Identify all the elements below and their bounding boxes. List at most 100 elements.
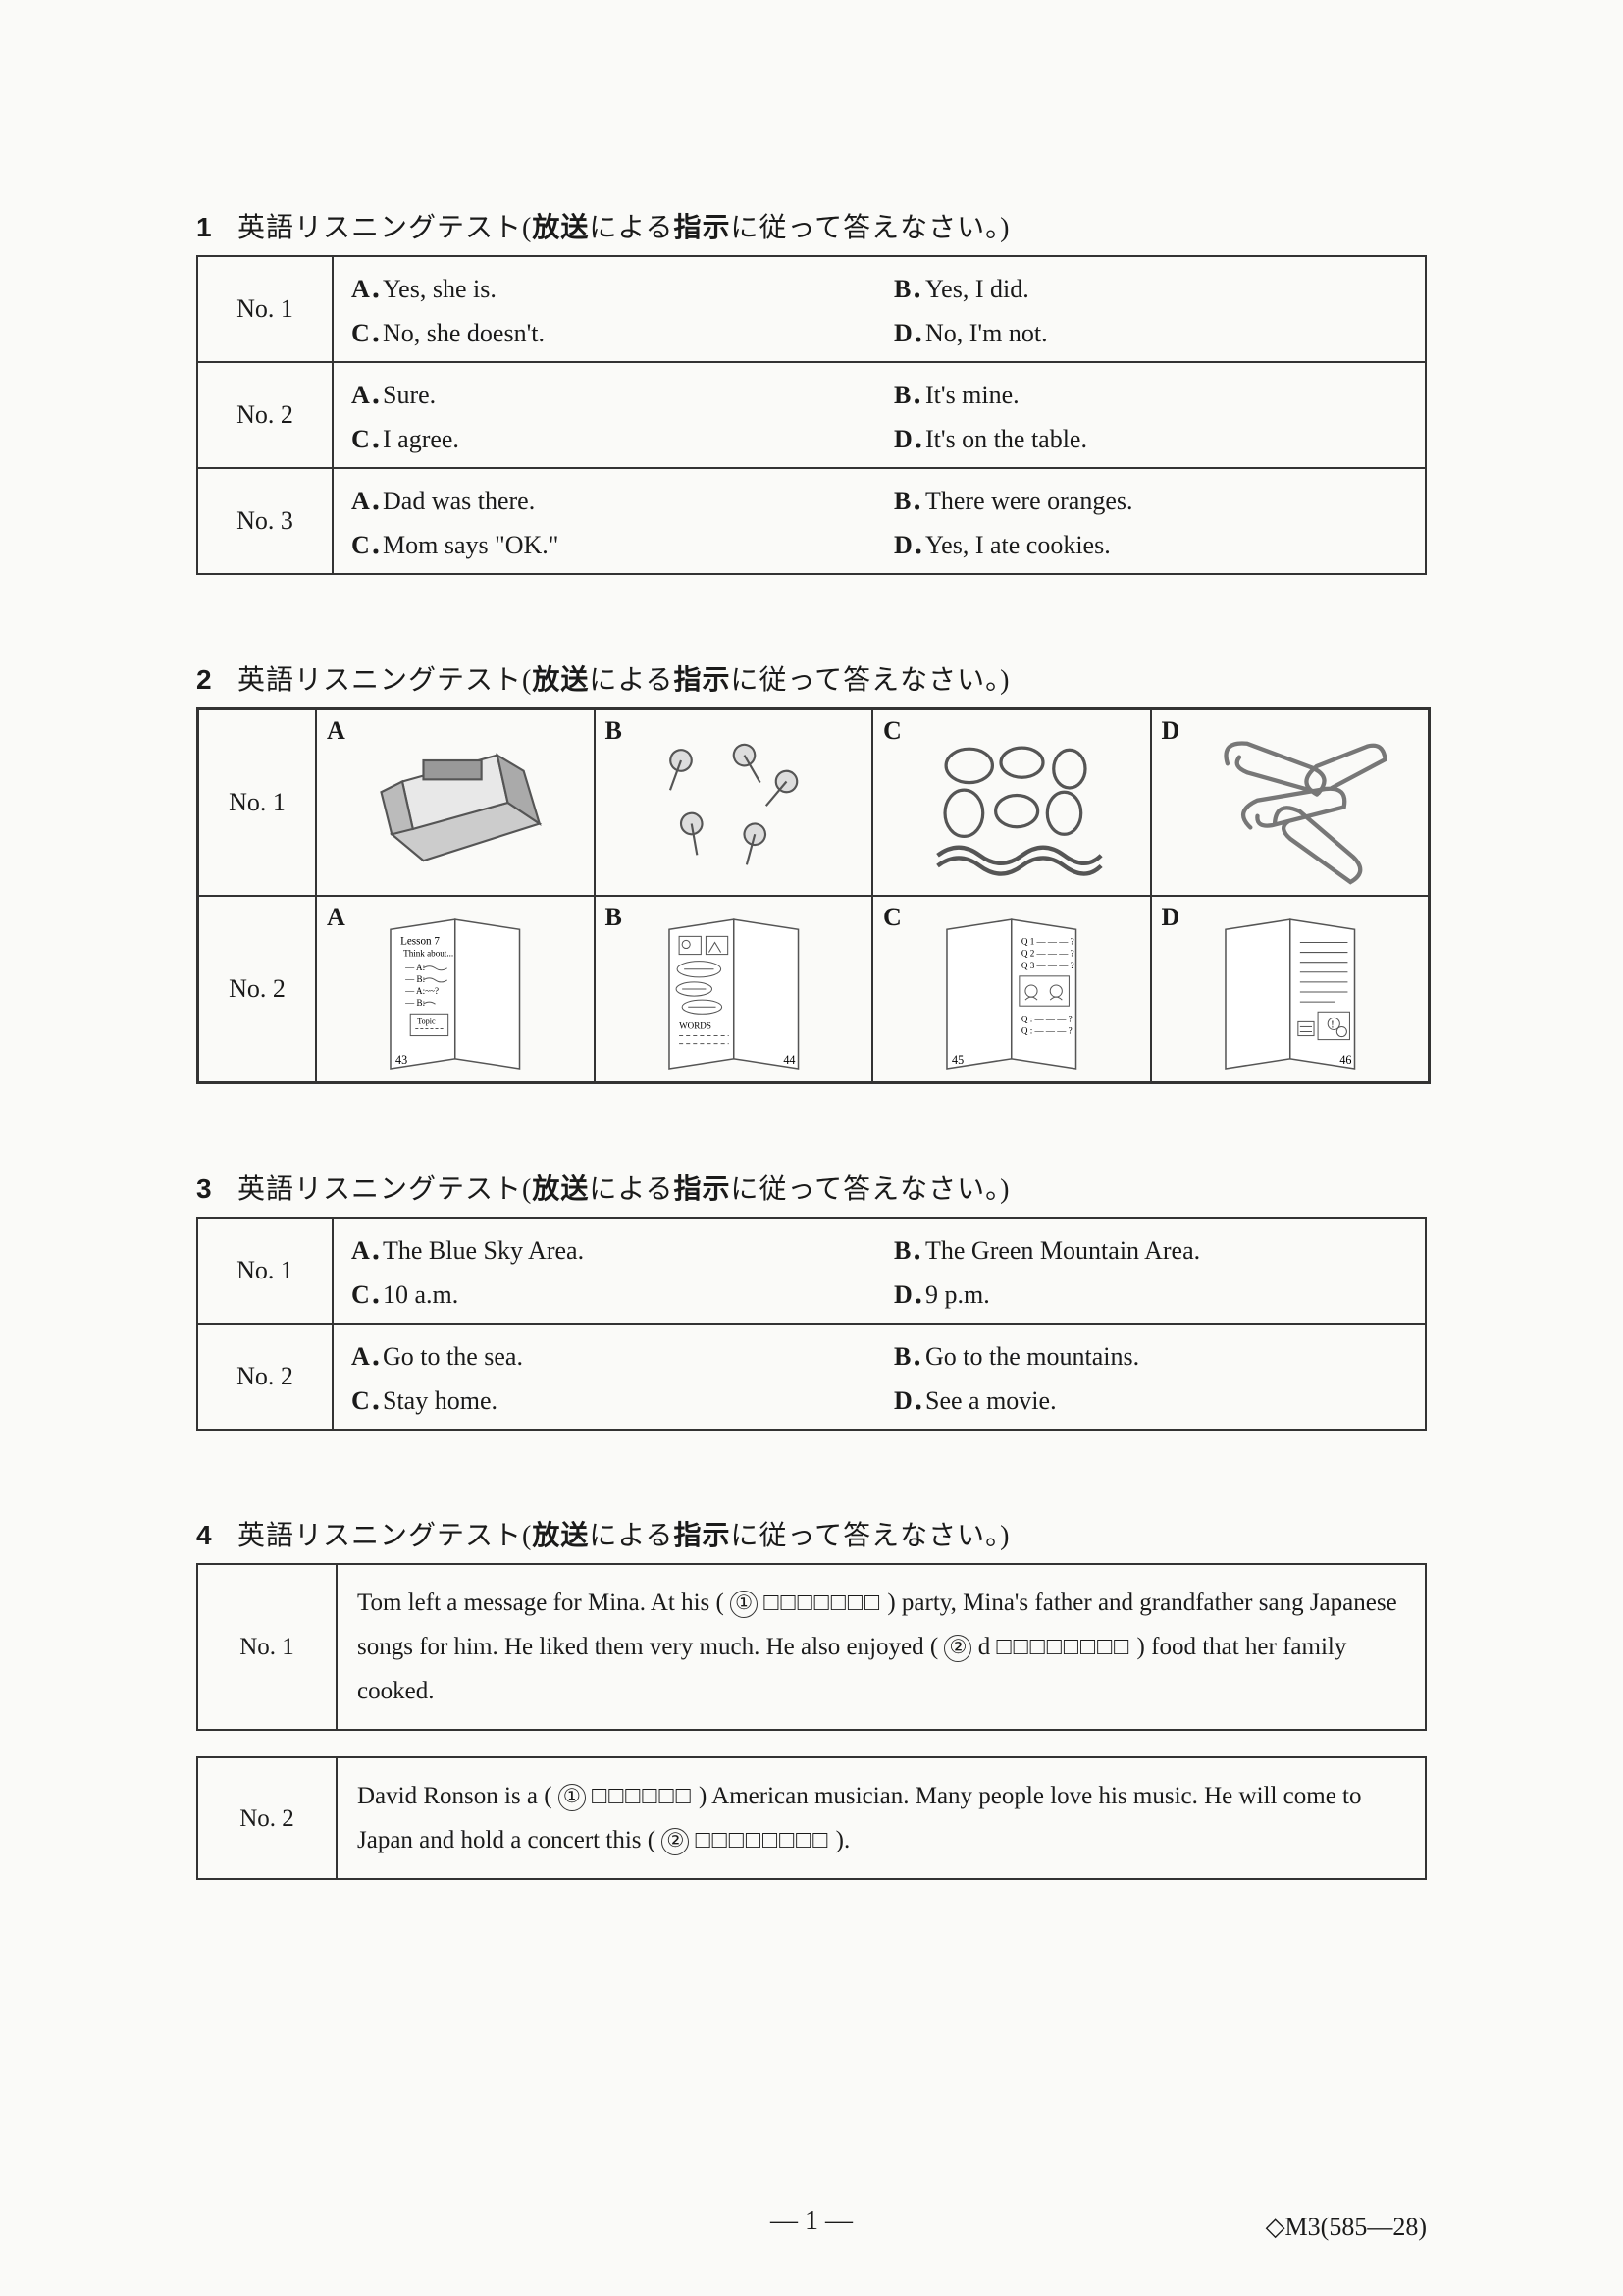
table-row: No. 2 A．Go to the sea. B．Go to the mount… [197,1324,1426,1430]
choice-d: D．See a movie. [894,1381,1407,1417]
blank-1: □□□□□□ [592,1782,693,1809]
svg-text:Lesson 7: Lesson 7 [400,935,440,947]
paperclips-icon [1160,718,1421,887]
choice-a: A．Go to the sea. [351,1336,864,1373]
svg-text:Q 1 — — — ?: Q 1 — — — ? [1021,936,1074,946]
textbook-b-icon: WORDS 44 [603,905,864,1073]
table-row: No. 3 A．Dad was there. B．There were oran… [197,468,1426,574]
answer-cell: A．Sure. B．It's mine. C．I agree. D．It's o… [333,362,1426,468]
choice-d: D．It's on the table. [894,419,1407,455]
section-2-title: 2 英語リスニングテスト(放送による指示に従って答えなさい。) [196,658,1427,698]
table-row: No. 2 David Ronson is a ( ① □□□□□□ ) Ame… [197,1757,1426,1879]
svg-text:— A:~~?: — A:~~? [404,986,439,996]
question-table-4: No. 1 Tom left a message for Mina. At hi… [196,1563,1427,1731]
choice-a: A．Yes, she is. [351,269,864,305]
question-table-3: No. 1 A．The Blue Sky Area. B．The Green M… [196,1217,1427,1431]
answer-cell: A．Yes, she is. B．Yes, I did. C．No, she d… [333,256,1426,362]
table-row: No. 1 A．The Blue Sky Area. B．The Green M… [197,1218,1426,1324]
table-row: No. 1 A．Yes, she is. B．Yes, I did. C．No,… [197,256,1426,362]
textbook-a-icon: Lesson 7 Think about... — A: — B: — A:~~… [325,905,586,1073]
choice-b: B．There were oranges. [894,481,1407,517]
paragraph-cell: David Ronson is a ( ① □□□□□□ ) American … [337,1757,1426,1879]
choice-b: B．The Green Mountain Area. [894,1230,1407,1267]
exam-page: 1 英語リスニングテスト(放送による指示に従って答えなさい。) No. 1 A．… [0,0,1623,2296]
question-table-4b: No. 2 David Ronson is a ( ① □□□□□□ ) Ame… [196,1756,1427,1880]
question-table-1: No. 1 A．Yes, she is. B．Yes, I did. C．No,… [196,255,1427,575]
section-4-title: 4 英語リスニングテスト(放送による指示に従って答えなさい。) [196,1514,1427,1553]
svg-text:— A:: — A: [404,963,425,972]
svg-text:Q 2 — — — ?: Q 2 — — — ? [1021,949,1074,959]
svg-text:!: ! [1331,1019,1334,1030]
svg-text:46: 46 [1339,1053,1351,1067]
blank-marker-1: ① [730,1591,758,1618]
section-1-title: 1 英語リスニングテスト(放送による指示に従って答えなさい。) [196,206,1427,245]
section-text: 英語リスニングテスト(放送による指示に従って答えなさい。) [237,1521,1010,1551]
choice-a: A．Dad was there. [351,481,864,517]
svg-text:— B:: — B: [404,974,425,984]
choice-b: B．Go to the mountains. [894,1336,1407,1373]
choice-c: C．Mom says "OK." [351,525,864,561]
choice-c: C．I agree. [351,419,864,455]
row-label: No. 1 [197,1564,337,1730]
choice-d: D．No, I'm not. [894,313,1407,349]
paragraph-cell: Tom left a message for Mina. At his ( ① … [337,1564,1426,1730]
textbook-d-icon: ! 46 [1160,905,1421,1073]
rubber-bands-icon [881,718,1142,887]
blank-marker-2: ② [944,1635,971,1662]
section-number: 2 [196,664,231,696]
page-code: ◇M3(585—28) [1266,2213,1427,2242]
svg-text:Q : — — — ?: Q : — — — ? [1021,1026,1073,1036]
row-label: No. 2 [197,1324,333,1430]
svg-text:45: 45 [952,1053,964,1067]
section-number: 3 [196,1174,231,1205]
blank-marker-1: ① [558,1784,586,1811]
svg-text:Q : — — — ?: Q : — — — ? [1021,1014,1073,1023]
svg-text:44: 44 [783,1053,795,1067]
choice-a: A．The Blue Sky Area. [351,1230,864,1267]
section-text: 英語リスニングテスト(放送による指示に従って答えなさい。) [237,213,1010,243]
section-text: 英語リスニングテスト(放送による指示に従って答えなさい。) [237,1174,1010,1205]
blank-1: □□□□□□□ [763,1589,881,1616]
textbook-c-icon: Q 1 — — — ? Q 2 — — — ? Q 3 — — — ? Q : … [881,905,1142,1073]
choice-d: D．9 p.m. [894,1275,1407,1311]
section-text: 英語リスニングテスト(放送による指示に従って答えなさい。) [237,665,1010,696]
choice-c: C．Stay home. [351,1381,864,1417]
choice-c: C．No, she doesn't. [351,313,864,349]
row-label: No. 2 [197,362,333,468]
svg-text:Topic: Topic [417,1017,436,1025]
section-3-title: 3 英語リスニングテスト(放送による指示に従って答えなさい。) [196,1168,1427,1207]
image-option-a: A Lesson 7 Think about... — A: — B: — A:… [316,896,595,1082]
image-option-b: B [595,709,873,896]
row-label: No. 1 [198,709,316,896]
blank-2: □□□□□□□□ [996,1633,1130,1660]
blank-marker-2: ② [661,1828,689,1855]
svg-text:— B:: — B: [404,998,425,1008]
svg-text:WORDS: WORDS [679,1020,711,1030]
image-option-d: D ! 46 [1151,896,1430,1082]
table-row: No. 2 A．Sure. B．It's mine. C．I agree. D．… [197,362,1426,468]
row-label: No. 2 [197,1757,337,1879]
blank-2: □□□□□□□□ [696,1826,830,1853]
table-row: No. 1 Tom left a message for Mina. At hi… [197,1564,1426,1730]
image-grid: No. 1 A B [196,707,1431,1084]
row-label: No. 1 [197,1218,333,1324]
image-option-d: D [1151,709,1430,896]
hole-punch-icon [325,718,586,887]
thumbtacks-icon [603,718,864,887]
choice-b: B．Yes, I did. [894,269,1407,305]
row-label: No. 3 [197,468,333,574]
choice-c: C．10 a.m. [351,1275,864,1311]
choice-b: B．It's mine. [894,375,1407,411]
image-option-b: B WORDS 44 [595,896,873,1082]
section-number: 4 [196,1520,231,1551]
image-option-a: A [316,709,595,896]
choice-a: A．Sure. [351,375,864,411]
section-number: 1 [196,212,231,243]
image-option-c: C [872,709,1151,896]
answer-cell: A．The Blue Sky Area. B．The Green Mountai… [333,1218,1426,1324]
choice-d: D．Yes, I ate cookies. [894,525,1407,561]
svg-text:Q 3 — — — ?: Q 3 — — — ? [1021,961,1074,970]
row-label: No. 2 [198,896,316,1082]
row-label: No. 1 [197,256,333,362]
svg-text:43: 43 [395,1053,407,1067]
